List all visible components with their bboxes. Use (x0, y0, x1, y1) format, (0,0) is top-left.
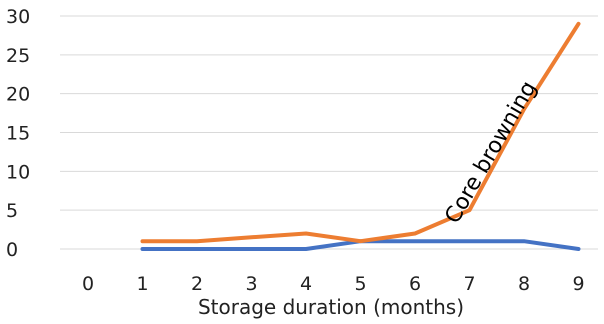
x-tick-label: 8 (518, 273, 530, 295)
x-tick-label: 2 (191, 273, 203, 295)
series-lines (140, 21, 581, 251)
x-tick-label: 1 (136, 273, 148, 295)
x-tick-label: 4 (300, 273, 312, 295)
y-tick-label: 0 (6, 239, 18, 261)
x-tick-label: 6 (409, 273, 421, 295)
x-tick-label: 9 (572, 273, 584, 295)
y-tick-label: 5 (6, 200, 18, 222)
x-tick-label: 7 (463, 273, 475, 295)
y-tick-label: 15 (6, 123, 30, 145)
x-tick-label: 3 (245, 273, 257, 295)
series-line-0 (140, 21, 581, 244)
y-tick-label: 20 (6, 84, 30, 106)
y-tick-label: 25 (6, 45, 30, 67)
x-tick-label: 5 (354, 273, 366, 295)
x-axis-title: Storage duration (months) (198, 295, 464, 319)
y-tick-label: 10 (6, 161, 30, 183)
y-axis-ticks: 0 5 10 15 20 25 30 (6, 6, 30, 261)
x-axis-ticks: 0 1 2 3 4 5 6 7 8 9 (82, 273, 585, 295)
gridlines (60, 15, 598, 250)
annotation-core-browning: Core browning (440, 77, 542, 228)
y-tick-label: 30 (6, 6, 30, 28)
x-tick-label: 0 (82, 273, 94, 295)
